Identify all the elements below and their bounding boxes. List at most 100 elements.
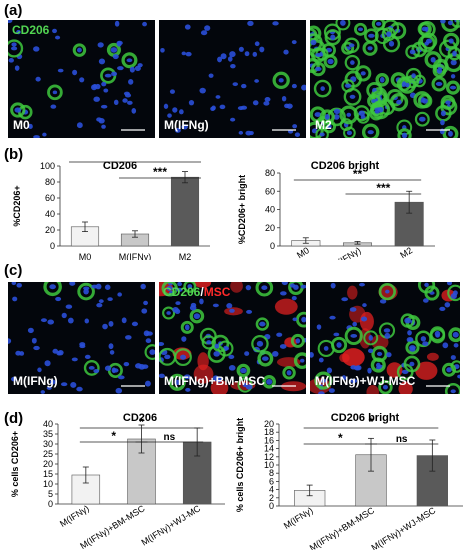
nucleus	[280, 291, 287, 296]
cd206-cell	[414, 111, 430, 127]
nucleus	[84, 354, 91, 360]
nucleus	[421, 26, 428, 32]
cd206-cell	[255, 282, 274, 297]
significance-label: ***	[153, 165, 167, 179]
cd206-cell	[251, 335, 269, 353]
nucleus	[177, 282, 182, 287]
nucleus	[77, 47, 82, 53]
nucleus	[245, 384, 253, 390]
cd206-cell	[174, 348, 192, 367]
cd206-cell	[144, 344, 155, 360]
nucleus	[174, 127, 181, 133]
y-tick-label: 60	[45, 193, 55, 203]
nucleus	[117, 66, 124, 71]
nucleus	[159, 341, 165, 347]
nucleus	[137, 63, 143, 68]
nucleus	[424, 282, 429, 288]
x-tick-label: M0	[79, 252, 92, 260]
nucleus	[116, 41, 122, 47]
nucleus	[112, 53, 119, 60]
msc-cell	[194, 282, 212, 288]
cell-texture	[8, 282, 155, 394]
nucleus	[300, 284, 306, 289]
cd206-cell	[236, 363, 251, 378]
cd206-cell	[405, 67, 422, 84]
nucleus	[379, 299, 387, 304]
nucleus	[385, 289, 390, 294]
nucleus	[404, 317, 412, 324]
cd206-cell	[168, 373, 186, 391]
nucleus	[181, 51, 186, 56]
nucleus	[40, 390, 46, 394]
nucleus	[184, 324, 190, 331]
nucleus	[368, 33, 375, 38]
nucleus	[264, 97, 271, 102]
y-tick-label: 14	[264, 444, 274, 454]
nucleus	[445, 100, 451, 105]
nucleus	[55, 35, 61, 40]
cd206-cell	[441, 362, 457, 377]
cd206-cell	[447, 284, 460, 302]
micrograph-m-ifng-bm-msc: CD206/MSC M(IFNg)+BM-MSC	[159, 282, 306, 394]
nucleus	[27, 327, 34, 334]
nucleus	[33, 135, 40, 138]
nucleus	[141, 308, 148, 314]
nucleus	[160, 47, 165, 53]
nucleus	[241, 83, 247, 89]
y-tick-label: 80	[265, 168, 275, 178]
nucleus	[439, 128, 445, 135]
cd206-cell	[211, 334, 230, 353]
nucleus	[452, 50, 457, 57]
nucleus	[128, 78, 134, 85]
nucleus	[211, 105, 216, 111]
nucleus	[93, 96, 100, 102]
y-tick-label: 18	[264, 427, 274, 437]
nucleus	[446, 282, 453, 286]
cd206-cell	[354, 22, 368, 36]
nucleus	[449, 85, 457, 90]
nucleus	[409, 345, 416, 350]
cd206-cell	[355, 65, 372, 82]
cd206-cell	[343, 37, 360, 54]
nucleus	[367, 367, 372, 374]
nucleus	[111, 71, 118, 77]
nucleus	[15, 350, 22, 356]
x-tick-label: M2	[398, 245, 414, 260]
nucleus	[457, 374, 460, 379]
nucleus	[8, 338, 12, 344]
nucleus	[104, 365, 112, 371]
cd206-cell	[424, 51, 442, 69]
nucleus	[375, 21, 382, 26]
y-tick-label: 5	[48, 489, 53, 499]
nucleus	[117, 375, 125, 380]
nucleus	[295, 338, 301, 344]
y-axis-label: %CD206+ bright	[237, 175, 247, 244]
msc-cell	[197, 352, 209, 371]
nucleus	[144, 380, 151, 387]
y-tick-label: 15	[43, 469, 53, 479]
nucleus	[101, 81, 107, 87]
cd206-cell	[361, 123, 380, 138]
cd206-cell	[189, 308, 205, 324]
nucleus	[131, 108, 137, 114]
y-tick-label: 30	[43, 439, 53, 449]
cd206-cell	[429, 326, 446, 342]
chart-title: CD206 bright	[311, 160, 380, 172]
nucleus	[95, 283, 102, 290]
msc-cell	[415, 361, 438, 380]
nucleus	[333, 114, 340, 120]
y-axis-label: % cells CD206+	[10, 431, 20, 497]
nucleus	[320, 86, 325, 91]
x-tick-label: M(IFNγ)+BM-MSC	[308, 505, 377, 550]
nucleus	[199, 298, 204, 305]
nucleus	[319, 132, 325, 137]
y-tick-label: 10	[264, 460, 274, 470]
nucleus	[49, 284, 56, 290]
nucleus	[193, 313, 201, 320]
cd206-cell	[310, 106, 326, 123]
cd206-cell	[314, 371, 333, 390]
nucleus	[83, 288, 89, 295]
cd206-cell	[8, 39, 24, 58]
nucleus	[367, 130, 374, 135]
cd206-cell	[43, 282, 62, 297]
